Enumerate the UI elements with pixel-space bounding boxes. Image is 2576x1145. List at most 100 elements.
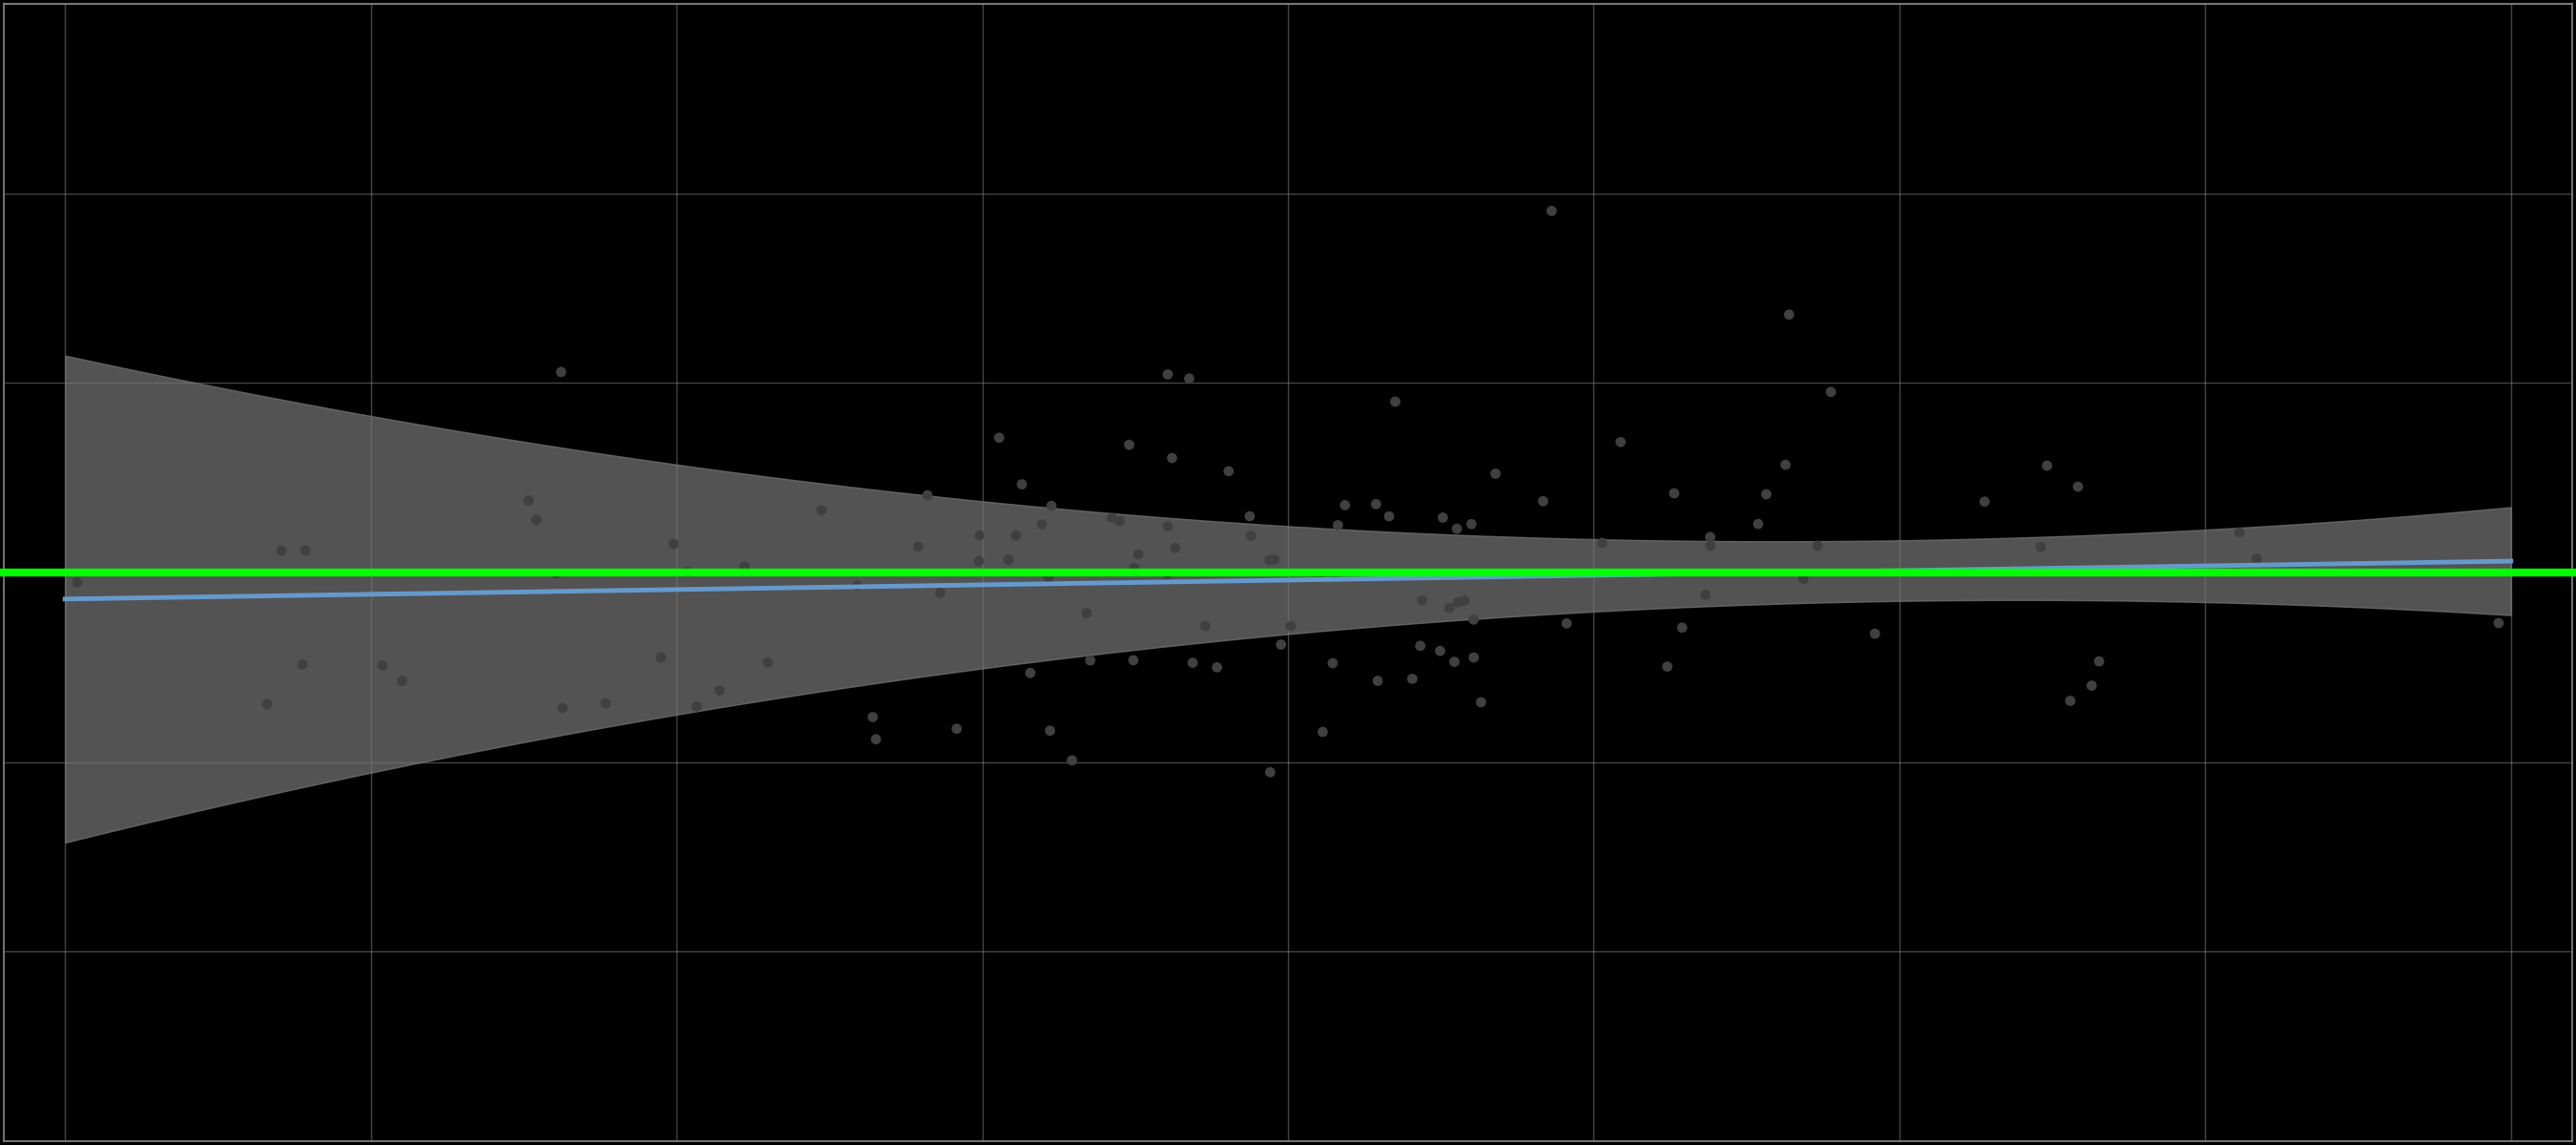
Point [1783, 570, 1824, 589]
Point [1170, 370, 1211, 388]
Point [1690, 537, 1731, 555]
Point [2478, 614, 2519, 632]
Point [1450, 515, 1492, 534]
Point [1260, 635, 1301, 654]
Point [1324, 496, 1365, 514]
Point [724, 558, 765, 576]
Point [1401, 591, 1443, 609]
Point [2071, 677, 2112, 695]
Point [536, 564, 577, 583]
Point [1298, 566, 1340, 584]
Point [541, 363, 582, 381]
Point [2079, 653, 2120, 671]
Point [801, 502, 842, 520]
Point [515, 511, 556, 529]
Point [1399, 637, 1440, 655]
Point [1419, 642, 1461, 661]
Point [747, 653, 788, 671]
Point [920, 584, 961, 602]
Point [853, 708, 894, 726]
Point [1249, 551, 1291, 569]
Point [1113, 559, 1154, 577]
Point [361, 656, 402, 674]
Point [1600, 433, 1641, 451]
Point [1270, 617, 1311, 635]
Point [281, 655, 322, 673]
Point [1476, 465, 1517, 483]
Point [1172, 654, 1213, 672]
Point [652, 535, 693, 553]
Point [1963, 492, 2004, 511]
Point [1154, 539, 1195, 558]
Point [1453, 610, 1494, 629]
Point [260, 542, 301, 560]
Point [667, 562, 708, 581]
Point [1146, 518, 1188, 536]
Point [1249, 763, 1291, 781]
Point [381, 672, 422, 690]
Point [1069, 652, 1110, 670]
Point [1422, 508, 1463, 527]
Point [585, 694, 626, 712]
Point [958, 552, 999, 570]
Point [1770, 306, 1811, 324]
Point [1811, 382, 1852, 401]
Point [1113, 652, 1154, 670]
Point [1690, 528, 1731, 546]
Point [1301, 722, 1342, 741]
Point [1066, 603, 1108, 622]
Point [1002, 475, 1043, 493]
Point [1314, 564, 1355, 583]
Point [1358, 672, 1399, 690]
Point [987, 551, 1028, 569]
Point [1685, 585, 1726, 603]
Point [1765, 456, 1806, 474]
Point [1530, 202, 1571, 220]
Point [979, 428, 1020, 447]
Point [1146, 564, 1188, 583]
Point [1546, 615, 1587, 633]
Point [1100, 512, 1141, 530]
Point [1028, 568, 1069, 586]
Point [837, 576, 878, 594]
Point [1355, 495, 1396, 513]
Point [2050, 692, 2092, 710]
Point [907, 487, 948, 505]
Point [1146, 365, 1188, 384]
Point [1582, 534, 1623, 552]
Point [1662, 618, 1703, 637]
Point [1316, 516, 1358, 535]
Point [1435, 653, 1476, 671]
Point [641, 648, 683, 666]
Point [1437, 593, 1479, 611]
Point [1030, 721, 1072, 740]
Point [1231, 527, 1273, 545]
Point [1020, 515, 1061, 534]
Point [1010, 664, 1051, 682]
Point [1461, 693, 1502, 711]
Point [1855, 624, 1896, 642]
Point [1654, 484, 1695, 503]
Point [994, 527, 1036, 545]
Point [1376, 393, 1417, 411]
Point [896, 537, 938, 555]
Point [2218, 523, 2259, 542]
Point [1391, 670, 1432, 688]
Point [1185, 617, 1226, 635]
Point [1255, 551, 1296, 569]
Point [1229, 507, 1270, 526]
Point [1453, 648, 1494, 666]
Point [1747, 485, 1788, 504]
Point [1739, 515, 1780, 534]
Point [2020, 538, 2061, 556]
Point [958, 527, 999, 545]
Point [677, 697, 719, 716]
Point [1368, 507, 1409, 526]
Point [1195, 658, 1236, 677]
Point [1030, 497, 1072, 515]
Point [855, 731, 896, 749]
Point [1311, 654, 1352, 672]
Point [1118, 545, 1159, 563]
Point [2236, 550, 2277, 568]
Point [1646, 657, 1687, 676]
